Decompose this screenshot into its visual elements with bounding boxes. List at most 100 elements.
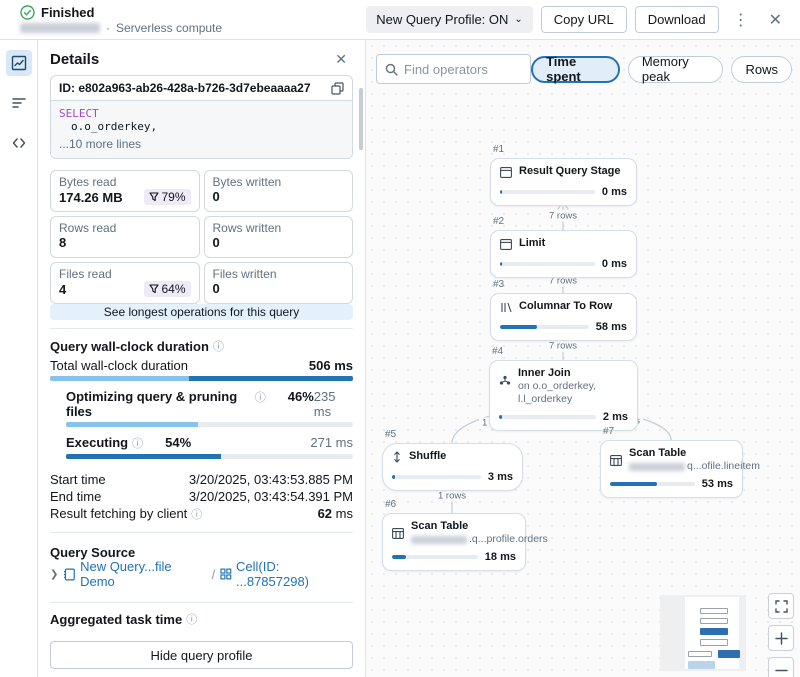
funnel-icon xyxy=(149,284,160,294)
tasks-total-time-row: Tasks total time 109 ms xyxy=(50,631,353,633)
notebook-icon xyxy=(64,568,76,580)
funnel-icon xyxy=(149,192,160,202)
cell-grid-icon xyxy=(220,568,232,580)
close-icon[interactable]: ✕ xyxy=(763,8,788,32)
top-header: Finished · Serverless compute New Query … xyxy=(0,0,800,40)
query-source-row: ❯ New Query...file Demo / Cell(ID: ...87… xyxy=(50,559,353,589)
sql-preview: SELECT o.o_orderkey, ...10 more lines xyxy=(51,101,352,158)
kebab-menu-icon[interactable]: ⋮ xyxy=(727,8,755,32)
new-query-profile-toggle[interactable]: New Query Profile: ON ⌄ xyxy=(366,6,533,33)
hide-query-profile-button[interactable]: Hide query profile xyxy=(50,641,353,669)
join-icon xyxy=(499,374,511,389)
tab-time-spent[interactable]: Time spent xyxy=(531,54,620,84)
info-icon: ⓘ xyxy=(132,438,144,450)
start-time-row: Start time 3/20/2025, 03:43:53.885 PM xyxy=(50,472,353,487)
search-input[interactable] xyxy=(404,61,523,77)
info-icon: ⓘ xyxy=(254,392,266,404)
minimap-node xyxy=(688,661,715,669)
search-icon xyxy=(385,63,398,76)
total-duration-value: 506 ms xyxy=(308,358,353,373)
stage-icon xyxy=(500,238,512,253)
details-scrollbar[interactable] xyxy=(359,88,363,150)
tab-graph-view[interactable] xyxy=(5,50,32,76)
fit-view-button[interactable] xyxy=(768,593,794,619)
redacted-catalog-name xyxy=(629,462,685,471)
executing-row: Executing ⓘ 54% 271 ms xyxy=(50,435,353,459)
download-button[interactable]: Download xyxy=(634,6,719,33)
redacted-catalog-name xyxy=(411,535,467,544)
query-id: ID: e802a963-ab26-428a-b726-3d7ebeaaaa27 xyxy=(59,81,311,95)
copy-url-button[interactable]: Copy URL xyxy=(540,6,627,33)
node-inner-join[interactable]: #4 Inner Join on o.o_orderkey, l.l_order… xyxy=(489,346,638,431)
edge-label: 7 rows xyxy=(546,340,580,352)
metric-files-read: Files read 4 64% xyxy=(50,262,200,304)
info-icon: ⓘ xyxy=(186,614,198,626)
chevron-down-icon: ⌄ xyxy=(514,14,523,25)
minimap-node xyxy=(700,618,728,624)
minimap-node xyxy=(688,651,712,657)
metric-bytes-read: Bytes read 174.26 MB 79% xyxy=(50,170,200,212)
dag-edges xyxy=(446,201,672,514)
finished-check-icon xyxy=(20,4,35,20)
status-text: Finished xyxy=(41,4,95,20)
metric-files-written: Files written 0 xyxy=(203,262,353,304)
edge-label: 7 rows xyxy=(546,210,580,222)
minimap-node xyxy=(718,650,740,658)
tab-rows[interactable]: Rows xyxy=(731,55,792,83)
node-columnar-to-row[interactable]: #3 Columnar To Row 58 ms xyxy=(490,279,637,341)
node-shuffle[interactable]: #5 Shuffle 3 ms xyxy=(382,429,523,491)
redacted-query-name xyxy=(20,22,100,33)
sort-lines-icon xyxy=(11,95,27,111)
query-id-card: ID: e802a963-ab26-428a-b726-3d7ebeaaaa27… xyxy=(50,75,353,159)
task-time-title: Aggregated task time xyxy=(50,611,183,627)
metrics-grid: Bytes read 174.26 MB 79% Bytes written 0… xyxy=(50,170,353,304)
notebook-link[interactable]: New Query...file Demo xyxy=(63,559,206,589)
total-wall-clock-row: Total wall-clock duration 506 ms xyxy=(50,358,353,381)
total-duration-bar xyxy=(50,376,353,381)
zoom-out-button[interactable] xyxy=(768,657,794,677)
minimap-node xyxy=(700,639,728,646)
query-source-title: Query Source xyxy=(50,545,136,560)
minimap-node xyxy=(700,628,728,635)
tab-top-operators[interactable] xyxy=(6,90,32,116)
see-longest-operations-link[interactable]: See longest operations for this query xyxy=(50,304,353,320)
find-operators-search[interactable] xyxy=(376,54,532,84)
tab-memory-peak[interactable]: Memory peak xyxy=(627,54,724,84)
hide-profile-bar: Hide query profile xyxy=(38,633,365,677)
node-result-query-stage[interactable]: #1 Result Query Stage 0 ms xyxy=(490,144,637,206)
query-dag-canvas[interactable]: Time spent Memory peak Rows 7 rows 7 row… xyxy=(366,40,800,677)
wall-clock-title: Query wall-clock duration xyxy=(50,338,209,354)
shuffle-icon xyxy=(392,451,402,466)
end-time-row: End time 3/20/2025, 03:43:54.391 PM xyxy=(50,489,353,504)
minimap[interactable] xyxy=(660,595,746,671)
zoom-in-button[interactable] xyxy=(768,625,794,651)
fit-view-icon xyxy=(774,599,788,613)
stage-icon xyxy=(500,166,512,181)
node-scan-table-orders[interactable]: #6 Scan Table .q...profile.orders 18 ms xyxy=(382,499,548,571)
sql-more-lines[interactable]: ...10 more lines xyxy=(59,137,142,151)
tab-code-view[interactable] xyxy=(6,130,32,156)
details-close-icon[interactable]: ✕ xyxy=(329,49,353,70)
code-icon xyxy=(11,135,27,151)
edge-label: 1 rows xyxy=(435,490,469,502)
separator-dot: · xyxy=(106,20,110,35)
details-panel: Details ✕ ID: e802a963-ab26-428a-b726-3d… xyxy=(38,40,366,677)
optimizing-bar xyxy=(66,422,353,427)
query-status-block: Finished · Serverless compute xyxy=(20,5,222,35)
zoom-controls xyxy=(768,593,794,677)
minus-icon xyxy=(774,669,788,671)
metric-rows-read: Rows read 8 xyxy=(50,216,200,258)
node-scan-table-lineitem[interactable]: #7 Scan Table q...ofile.lineitem 53 ms xyxy=(600,426,760,498)
line-chart-icon xyxy=(11,55,27,71)
info-icon: ⓘ xyxy=(212,341,224,353)
cell-link[interactable]: Cell(ID: ...87857298) xyxy=(220,559,353,589)
copy-icon[interactable] xyxy=(331,81,344,95)
table-icon xyxy=(610,454,622,469)
metric-bytes-written: Bytes written 0 xyxy=(203,170,353,212)
profile-toggle-label: New Query Profile: ON xyxy=(376,12,509,27)
node-limit[interactable]: #2 Limit 0 ms xyxy=(490,216,637,278)
result-fetching-row: Result fetching by client ⓘ 62 ms xyxy=(50,506,353,521)
columnar-icon xyxy=(500,301,512,316)
expand-chevron-icon[interactable]: ❯ xyxy=(50,568,59,580)
details-title: Details xyxy=(50,50,100,68)
